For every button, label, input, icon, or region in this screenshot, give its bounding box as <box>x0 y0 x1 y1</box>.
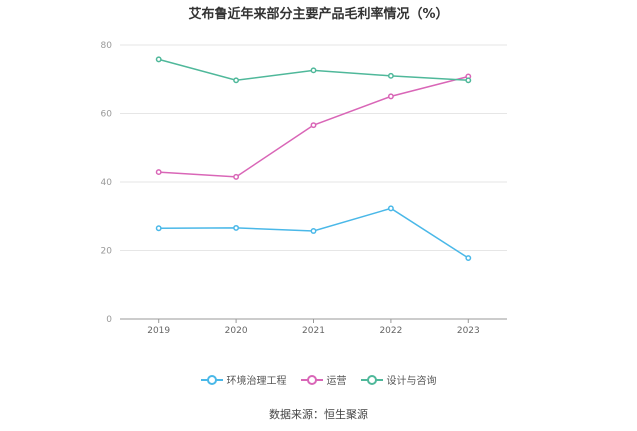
series-2 <box>155 56 472 84</box>
x-tick-label: 2021 <box>302 326 325 336</box>
legend-label: 设计与咨询 <box>386 376 437 387</box>
legend: 环境治理工程 运营 设计与咨询 <box>0 372 637 387</box>
data-point[interactable] <box>465 255 472 261</box>
y-tick-label: 0 <box>106 315 112 325</box>
x-tick-label: 2020 <box>225 326 248 336</box>
x-tick-label: 2023 <box>457 326 480 336</box>
y-tick-label: 20 <box>101 247 113 257</box>
y-tick-label: 40 <box>101 178 113 188</box>
x-axis-ticks: 2019 2020 2021 2022 2023 <box>147 319 480 336</box>
data-point[interactable] <box>387 93 394 100</box>
data-point[interactable] <box>233 173 240 180</box>
legend-swatch-icon <box>200 374 223 385</box>
data-point[interactable] <box>310 67 317 74</box>
legend-swatch-icon <box>360 374 383 385</box>
legend-swatch-icon <box>300 374 323 385</box>
legend-item-environmental-engineering[interactable]: 环境治理工程 <box>200 372 287 387</box>
data-point[interactable] <box>387 205 394 212</box>
legend-label: 运营 <box>326 376 347 387</box>
data-point[interactable] <box>310 122 317 129</box>
data-point[interactable] <box>465 77 472 84</box>
data-point[interactable] <box>387 72 394 79</box>
legend-item-operation[interactable]: 运营 <box>300 372 347 387</box>
data-source: 数据来源：恒生聚源 <box>269 408 368 421</box>
data-point[interactable] <box>155 56 162 63</box>
series-0 <box>155 205 472 261</box>
x-tick-label: 2019 <box>147 326 170 336</box>
data-point[interactable] <box>155 169 162 176</box>
legend-label: 环境治理工程 <box>226 376 287 387</box>
legend-item-design-consulting[interactable]: 设计与咨询 <box>360 372 437 387</box>
data-point[interactable] <box>310 228 317 234</box>
series-lines <box>155 56 472 261</box>
x-tick-label: 2022 <box>379 326 402 336</box>
data-point[interactable] <box>233 224 240 231</box>
chart-title: 艾布鲁近年来部分主要产品毛利率情况（%） <box>188 7 449 22</box>
series-1 <box>155 73 472 180</box>
grid-lines <box>120 44 507 251</box>
data-point[interactable] <box>155 225 162 232</box>
y-tick-label: 60 <box>101 110 113 120</box>
y-axis-ticks: 0 20 40 60 80 <box>101 41 113 325</box>
data-point[interactable] <box>233 77 240 84</box>
y-tick-label: 80 <box>101 41 113 51</box>
